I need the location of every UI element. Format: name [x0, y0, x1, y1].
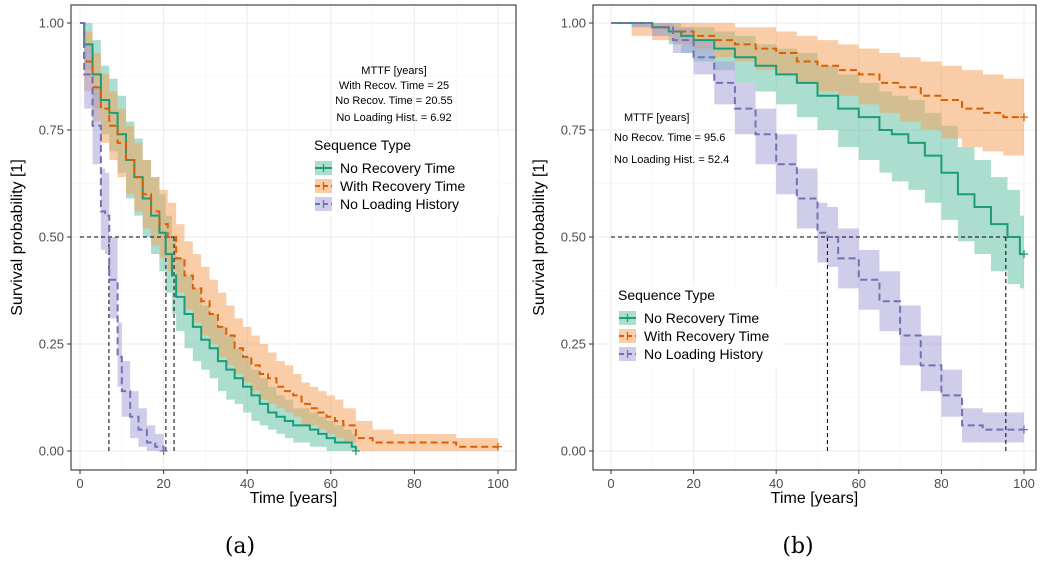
survival-curve-1	[611, 22, 1024, 119]
x-tick-label: 60	[324, 476, 338, 491]
legend-item-label: No Recovery Time	[644, 310, 759, 326]
chart-panel-b: 0 20 40 60 80 100 0.00 0.25 0.50 0.75 1.00 Time [ye…	[531, 4, 1037, 559]
confidence-band-2	[611, 23, 1024, 443]
survival-curve-2	[80, 22, 165, 451]
censor-mark	[159, 447, 168, 455]
mttf-annotation-line: No Recov. Time = 20.55	[335, 95, 453, 107]
survival-curve-2	[611, 22, 1024, 431]
mttf-annotation-line: No Recov. Time = 95.6	[614, 132, 725, 144]
panel-caption: (a)	[225, 534, 255, 559]
panel-caption: (b)	[782, 534, 813, 559]
x-tick-label: 100	[487, 476, 509, 491]
x-tick-label: 60	[852, 476, 866, 491]
legend-item-label: No Loading History	[340, 196, 459, 212]
y-tick-label: 0.75	[561, 123, 586, 138]
legend-item-label: With Recovery Time	[644, 328, 769, 344]
chart-panel-a: 0 20 40 60 80 100 0.00 0.25 0.50 0.75 1.00 Time [ye…	[9, 4, 517, 559]
x-tick-label: 0	[607, 476, 614, 491]
x-tick-label: 40	[240, 476, 254, 491]
y-tick-label: 0.50	[39, 230, 64, 245]
legend-item-label: No Recovery Time	[340, 160, 455, 176]
y-tick-label: 0.50	[561, 230, 586, 245]
mttf-annotation-line: MTTF [years]	[624, 112, 689, 124]
survival-curve-1	[80, 22, 498, 448]
confidence-band-1	[80, 23, 498, 451]
mttf-annotation-line: No Loading Hist. = 6.92	[336, 112, 451, 124]
mttf-annotation-line: No Loading Hist. = 52.4	[614, 154, 729, 166]
x-tick-label: 80	[934, 476, 948, 491]
legend-background	[308, 136, 498, 216]
x-axis-title: Time [years]	[771, 490, 858, 507]
survival-curve-0	[611, 22, 1024, 256]
legend-item-label: No Loading History	[644, 346, 763, 362]
x-tick-label: 100	[1013, 476, 1035, 491]
x-axis-title: Time [years]	[250, 490, 337, 507]
x-tick-label: 20	[686, 476, 700, 491]
y-tick-label: 1.00	[39, 16, 64, 31]
censor-mark	[1020, 113, 1028, 122]
censor-mark	[1020, 425, 1028, 434]
mttf-annotation-line: MTTF [years]	[361, 65, 426, 77]
x-tick-label: 40	[769, 476, 783, 491]
confidence-band-0	[80, 23, 356, 451]
y-axis-title: Survival probability [1]	[531, 159, 548, 316]
legend: Sequence Type No Recovery Time With Recove…	[612, 286, 782, 368]
legend-title: Sequence Type	[618, 287, 715, 303]
x-tick-label: 0	[76, 476, 83, 491]
legend-item-label: With Recovery Time	[340, 178, 465, 194]
legend: Sequence Type No Recovery Time With Recove…	[308, 136, 498, 216]
censor-mark	[494, 442, 502, 451]
censor-mark	[1020, 250, 1028, 259]
x-tick-label: 80	[407, 476, 421, 491]
mttf-annotation-line: With Recov. Time = 25	[339, 80, 449, 92]
y-tick-label: 0.25	[39, 337, 64, 352]
y-tick-label: 0.75	[39, 123, 64, 138]
y-tick-label: 0.00	[39, 444, 64, 459]
y-tick-label: 0.00	[561, 444, 586, 459]
censor-mark	[351, 447, 360, 455]
x-tick-label: 20	[156, 476, 170, 491]
legend-title: Sequence Type	[314, 137, 411, 153]
y-axis-title: Survival probability [1]	[9, 159, 26, 316]
legend-background	[612, 286, 782, 368]
y-tick-label: 0.25	[561, 337, 586, 352]
y-tick-label: 1.00	[561, 16, 586, 31]
